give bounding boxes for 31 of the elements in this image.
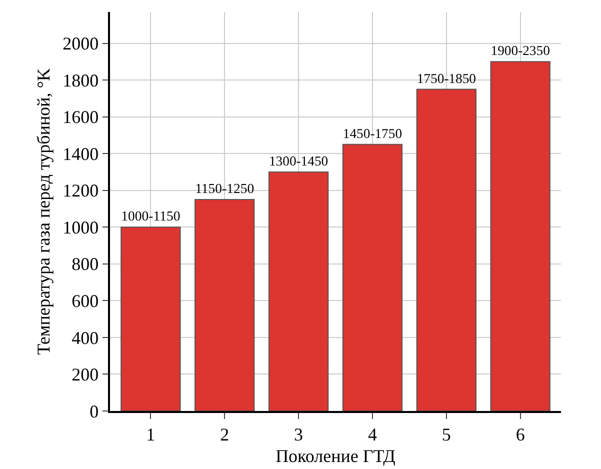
y-tick-label: 800 [72,254,99,274]
bar [416,88,476,411]
bar [342,144,403,411]
bar [490,61,550,411]
x-tick-label: 4 [368,424,377,444]
y-tick-label: 1600 [62,107,99,128]
y-tick-label: 400 [72,328,99,348]
data-label: 1900-2350 [490,43,550,58]
y-tick-label: 1800 [62,70,99,90]
y-axis-title: Температура газа перед турбиной, °K [33,68,54,355]
y-tick-label: 600 [72,290,99,311]
y-tick-label: 0 [90,401,99,422]
y-tick-label: 200 [72,364,99,385]
bar [268,171,329,411]
x-tick-label: 6 [516,424,525,444]
data-label: 1450-1750 [342,126,402,141]
x-axis-title: Поколение ГТД [276,446,396,466]
x-tick-label: 3 [294,424,304,444]
data-label: 1150-1250 [195,181,254,196]
bar [120,226,181,411]
x-tick-label: 2 [220,424,230,444]
bar [194,199,255,411]
x-tick-label: 5 [442,424,451,444]
data-label: 1750-1850 [416,70,476,86]
y-tick-label: 1400 [62,144,99,164]
x-tick-label: 1 [146,424,156,444]
y-tick-label: 1200 [62,180,99,201]
data-label: 1300-1450 [268,154,328,169]
y-tick-label: 1000 [62,217,99,238]
y-tick-label: 2000 [62,34,99,54]
data-label: 1000-1150 [121,208,180,224]
